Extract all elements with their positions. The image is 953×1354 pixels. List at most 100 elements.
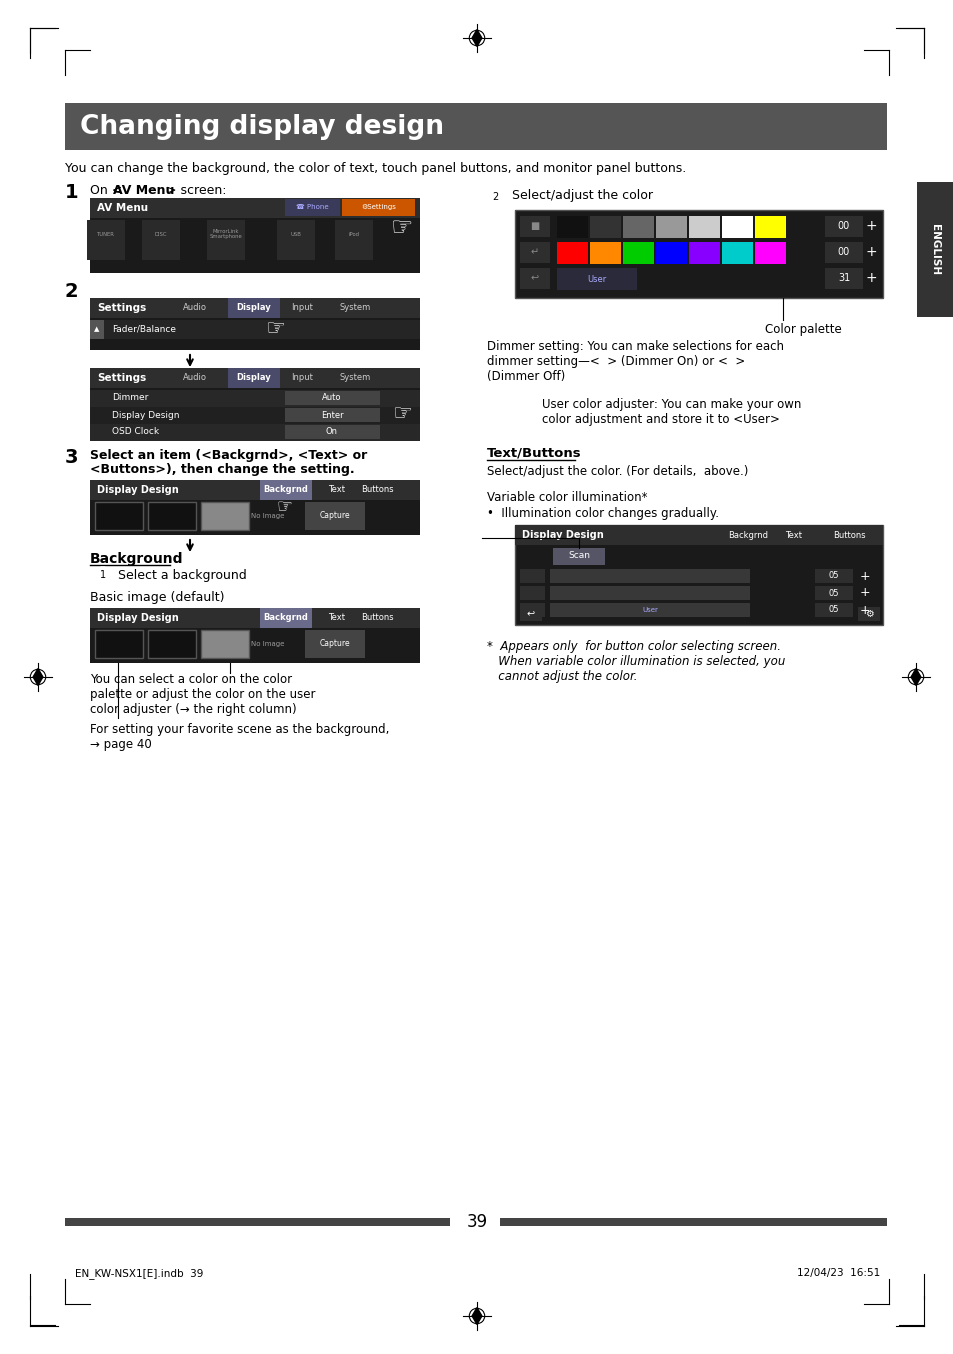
Text: System: System — [339, 303, 370, 313]
Text: Select/adjust the color. (For details,  above.): Select/adjust the color. (For details, a… — [486, 464, 747, 478]
Text: 2: 2 — [492, 192, 497, 202]
Bar — [207, 219, 245, 260]
Bar — [305, 502, 365, 529]
Text: Dimmer: Dimmer — [112, 394, 149, 402]
Bar — [142, 219, 180, 260]
Bar — [499, 1219, 886, 1225]
Bar — [754, 242, 785, 264]
Bar — [285, 391, 379, 405]
Circle shape — [95, 567, 111, 584]
Bar — [201, 502, 249, 529]
Bar — [90, 320, 104, 338]
Bar — [285, 408, 379, 422]
Text: Backgrnd: Backgrnd — [263, 613, 308, 623]
Text: Settings: Settings — [97, 372, 146, 383]
Text: +: + — [859, 604, 869, 616]
Bar — [95, 502, 143, 529]
Text: ☞: ☞ — [276, 497, 293, 515]
Text: Input: Input — [291, 303, 313, 313]
Bar — [90, 390, 419, 408]
Text: 00: 00 — [837, 221, 849, 232]
Text: ENGLISH: ENGLISH — [929, 225, 939, 276]
Bar — [519, 569, 544, 584]
Bar — [688, 217, 720, 238]
Text: +: + — [859, 586, 869, 600]
Bar — [260, 481, 312, 500]
Bar — [90, 608, 419, 628]
Bar — [65, 1219, 450, 1225]
Text: +: + — [864, 219, 876, 233]
Bar — [90, 424, 419, 441]
Text: TUNER: TUNER — [97, 232, 114, 237]
Bar — [589, 242, 620, 264]
Text: Display Design: Display Design — [97, 613, 178, 623]
Text: ☎ Phone: ☎ Phone — [295, 204, 328, 210]
Text: •  Illumination color changes gradually.: • Illumination color changes gradually. — [486, 506, 719, 520]
Bar — [550, 569, 749, 584]
Bar — [285, 199, 339, 217]
Text: 1: 1 — [100, 570, 106, 580]
Text: Text: Text — [328, 613, 345, 623]
Bar — [276, 219, 314, 260]
Bar — [557, 242, 587, 264]
Bar — [515, 210, 882, 298]
Text: Changing display design: Changing display design — [80, 114, 443, 139]
Text: ▲: ▲ — [94, 326, 99, 332]
Text: No Image: No Image — [251, 640, 284, 647]
Text: Variable color illumination*: Variable color illumination* — [486, 492, 647, 504]
Bar — [90, 198, 419, 218]
Text: Input: Input — [291, 374, 313, 382]
Text: AV Menu: AV Menu — [112, 184, 174, 196]
Bar — [857, 607, 879, 621]
Text: +: + — [859, 570, 869, 582]
Text: 05: 05 — [828, 605, 839, 615]
Bar — [90, 481, 419, 535]
Bar — [916, 181, 953, 317]
Text: User: User — [641, 607, 658, 613]
Text: On <: On < — [90, 184, 122, 196]
Bar — [285, 425, 379, 439]
Text: Display: Display — [236, 374, 271, 382]
Text: MirrorLink
Smartphone: MirrorLink Smartphone — [210, 229, 242, 240]
Bar — [557, 217, 587, 238]
Text: No Image: No Image — [251, 513, 284, 519]
Bar — [721, 242, 752, 264]
Bar — [519, 242, 550, 263]
Text: ☞: ☞ — [265, 320, 285, 338]
Text: DISC: DISC — [154, 232, 167, 237]
Bar — [65, 103, 886, 150]
Text: Text: Text — [328, 486, 345, 494]
Text: 05: 05 — [828, 571, 839, 581]
Bar — [335, 219, 373, 260]
Text: Text/Buttons: Text/Buttons — [486, 445, 581, 459]
Bar — [519, 586, 544, 600]
Text: Capture: Capture — [319, 512, 350, 520]
Text: Capture: Capture — [319, 639, 350, 649]
Bar — [557, 268, 637, 290]
Text: 31: 31 — [837, 274, 849, 283]
Text: System: System — [339, 374, 370, 382]
Text: You can select a color on the color
palette or adjust the color on the user
colo: You can select a color on the color pale… — [90, 673, 315, 716]
Text: Fader/Balance: Fader/Balance — [112, 325, 175, 333]
Bar — [90, 298, 419, 349]
Bar — [201, 630, 249, 658]
Text: Audio: Audio — [183, 303, 207, 313]
Bar — [519, 607, 541, 621]
Text: Basic image (default): Basic image (default) — [90, 590, 224, 604]
Polygon shape — [472, 30, 481, 46]
Text: Buttons: Buttons — [832, 531, 864, 539]
Text: Display: Display — [236, 303, 271, 313]
Bar — [87, 219, 125, 260]
Bar — [550, 603, 749, 617]
Bar — [148, 630, 195, 658]
Circle shape — [485, 188, 503, 206]
Bar — [824, 217, 862, 237]
Bar — [90, 368, 419, 440]
Bar — [90, 320, 419, 338]
Text: Settings: Settings — [97, 303, 146, 313]
Text: 05: 05 — [828, 589, 839, 597]
Text: USB: USB — [291, 232, 301, 237]
Bar — [515, 525, 882, 546]
Bar — [553, 548, 604, 565]
Bar — [515, 210, 882, 298]
